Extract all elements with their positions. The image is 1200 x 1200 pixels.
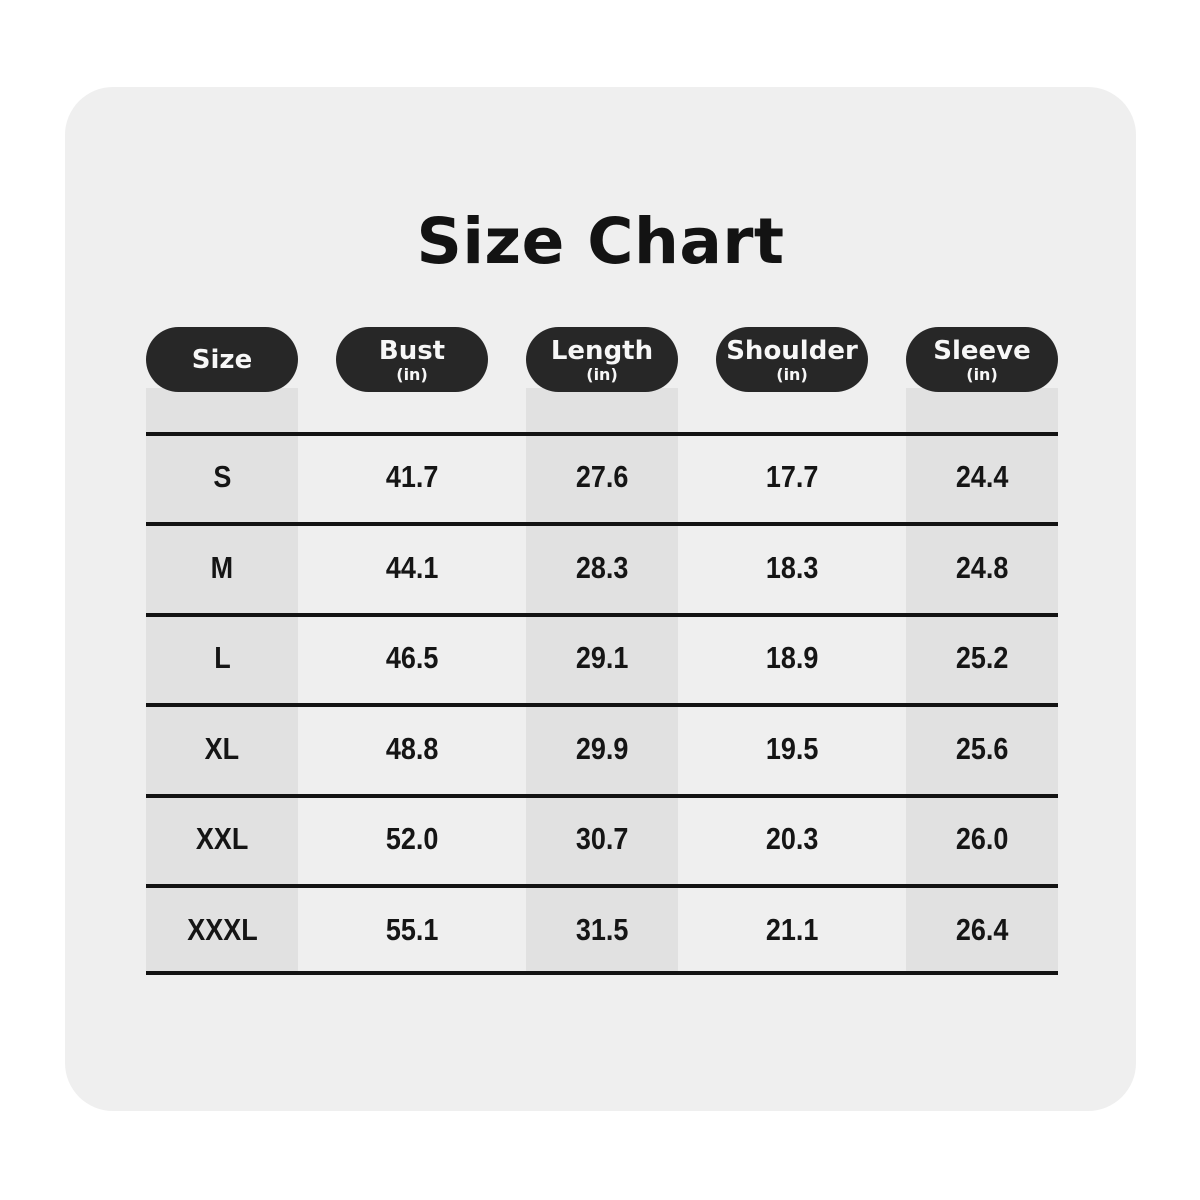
value-text: 18.9 [765, 640, 819, 676]
size-cell: L [146, 613, 298, 704]
size-label: M [210, 549, 234, 585]
length-header-pill: Length (in) [526, 327, 678, 392]
size-chart-card: Size Chart Size Bust (in) [65, 87, 1136, 1111]
value-cell: 29.9 [526, 704, 678, 795]
value-text: 26.4 [955, 911, 1009, 947]
size-label: XXL [195, 821, 249, 857]
value-cell: 21.1 [716, 885, 868, 976]
value-text: 21.1 [765, 911, 819, 947]
value-cell: 41.7 [336, 432, 488, 523]
size-cell: XXXL [146, 885, 298, 976]
row-divider-line [146, 794, 1058, 798]
value-cell: 28.3 [526, 523, 678, 614]
value-cell: 48.8 [336, 704, 488, 795]
header-unit: (in) [966, 364, 998, 384]
header-label: Sleeve [933, 335, 1031, 366]
bust-header-pill: Bust (in) [336, 327, 488, 392]
page-title: Size Chart [416, 205, 785, 278]
column-stripe-length [526, 388, 678, 975]
value-text: 55.1 [385, 911, 439, 947]
header-label: Shoulder [726, 335, 858, 366]
value-text: 30.7 [575, 821, 629, 857]
value-cell: 44.1 [336, 523, 488, 614]
value-cell: 31.5 [526, 885, 678, 976]
shoulder-header-pill: Shoulder (in) [716, 327, 868, 392]
value-cell: 26.0 [906, 794, 1058, 885]
value-text: 25.6 [955, 730, 1009, 766]
value-cell: 55.1 [336, 885, 488, 976]
value-cell: 25.6 [906, 704, 1058, 795]
row-divider-line [146, 613, 1058, 617]
column-header-length: Length (in) [526, 327, 678, 432]
value-text: 52.0 [385, 821, 439, 857]
value-text: 29.9 [575, 730, 629, 766]
value-text: 25.2 [955, 640, 1009, 676]
size-label: XXXL [186, 911, 258, 947]
size-chart-table: Size Bust (in) Length (in) Shoulder [146, 327, 1058, 975]
value-text: 24.4 [955, 459, 1009, 495]
column-header-shoulder: Shoulder (in) [716, 327, 868, 432]
table-grid: Size Bust (in) Length (in) Shoulder [146, 327, 1058, 975]
value-cell: 20.3 [716, 794, 868, 885]
column-stripe-size [146, 388, 298, 975]
value-cell: 24.4 [906, 432, 1058, 523]
column-header-bust: Bust (in) [336, 327, 488, 432]
value-text: 24.8 [955, 549, 1009, 585]
header-unit: (in) [396, 364, 428, 384]
value-cell: 29.1 [526, 613, 678, 704]
header-unit: (in) [586, 364, 618, 384]
value-cell: 26.4 [906, 885, 1058, 976]
size-header-pill: Size [146, 327, 298, 392]
value-cell: 30.7 [526, 794, 678, 885]
value-text: 46.5 [385, 640, 439, 676]
value-text: 41.7 [385, 459, 439, 495]
column-header-size: Size [146, 327, 298, 432]
size-cell: S [146, 432, 298, 523]
value-text: 44.1 [385, 549, 439, 585]
value-text: 27.6 [575, 459, 629, 495]
row-divider-line [146, 703, 1058, 707]
column-stripe-sleeve [906, 388, 1058, 975]
value-cell: 18.9 [716, 613, 868, 704]
value-cell: 24.8 [906, 523, 1058, 614]
value-cell: 52.0 [336, 794, 488, 885]
size-cell: XL [146, 704, 298, 795]
value-cell: 19.5 [716, 704, 868, 795]
row-divider-line [146, 432, 1058, 436]
row-divider-line [146, 971, 1058, 975]
sleeve-header-pill: Sleeve (in) [906, 327, 1058, 392]
value-text: 29.1 [575, 640, 629, 676]
header-label: Bust [378, 335, 446, 366]
row-divider-line [146, 522, 1058, 526]
row-divider-line [146, 884, 1058, 888]
value-cell: 18.3 [716, 523, 868, 614]
size-label: L [213, 640, 231, 676]
header-label: Size [191, 344, 253, 375]
value-text: 17.7 [765, 459, 819, 495]
value-cell: 17.7 [716, 432, 868, 523]
value-text: 18.3 [765, 549, 819, 585]
value-text: 48.8 [385, 730, 439, 766]
value-text: 31.5 [575, 911, 629, 947]
value-cell: 27.6 [526, 432, 678, 523]
value-cell: 25.2 [906, 613, 1058, 704]
value-text: 26.0 [955, 821, 1009, 857]
value-text: 19.5 [765, 730, 819, 766]
size-cell: M [146, 523, 298, 614]
size-label: S [213, 459, 231, 495]
header-unit: (in) [776, 364, 808, 384]
size-label: XL [204, 730, 240, 766]
column-header-sleeve: Sleeve (in) [906, 327, 1058, 432]
header-label: Length [550, 335, 654, 366]
value-text: 28.3 [575, 549, 629, 585]
value-text: 20.3 [765, 821, 819, 857]
value-cell: 46.5 [336, 613, 488, 704]
size-cell: XXL [146, 794, 298, 885]
